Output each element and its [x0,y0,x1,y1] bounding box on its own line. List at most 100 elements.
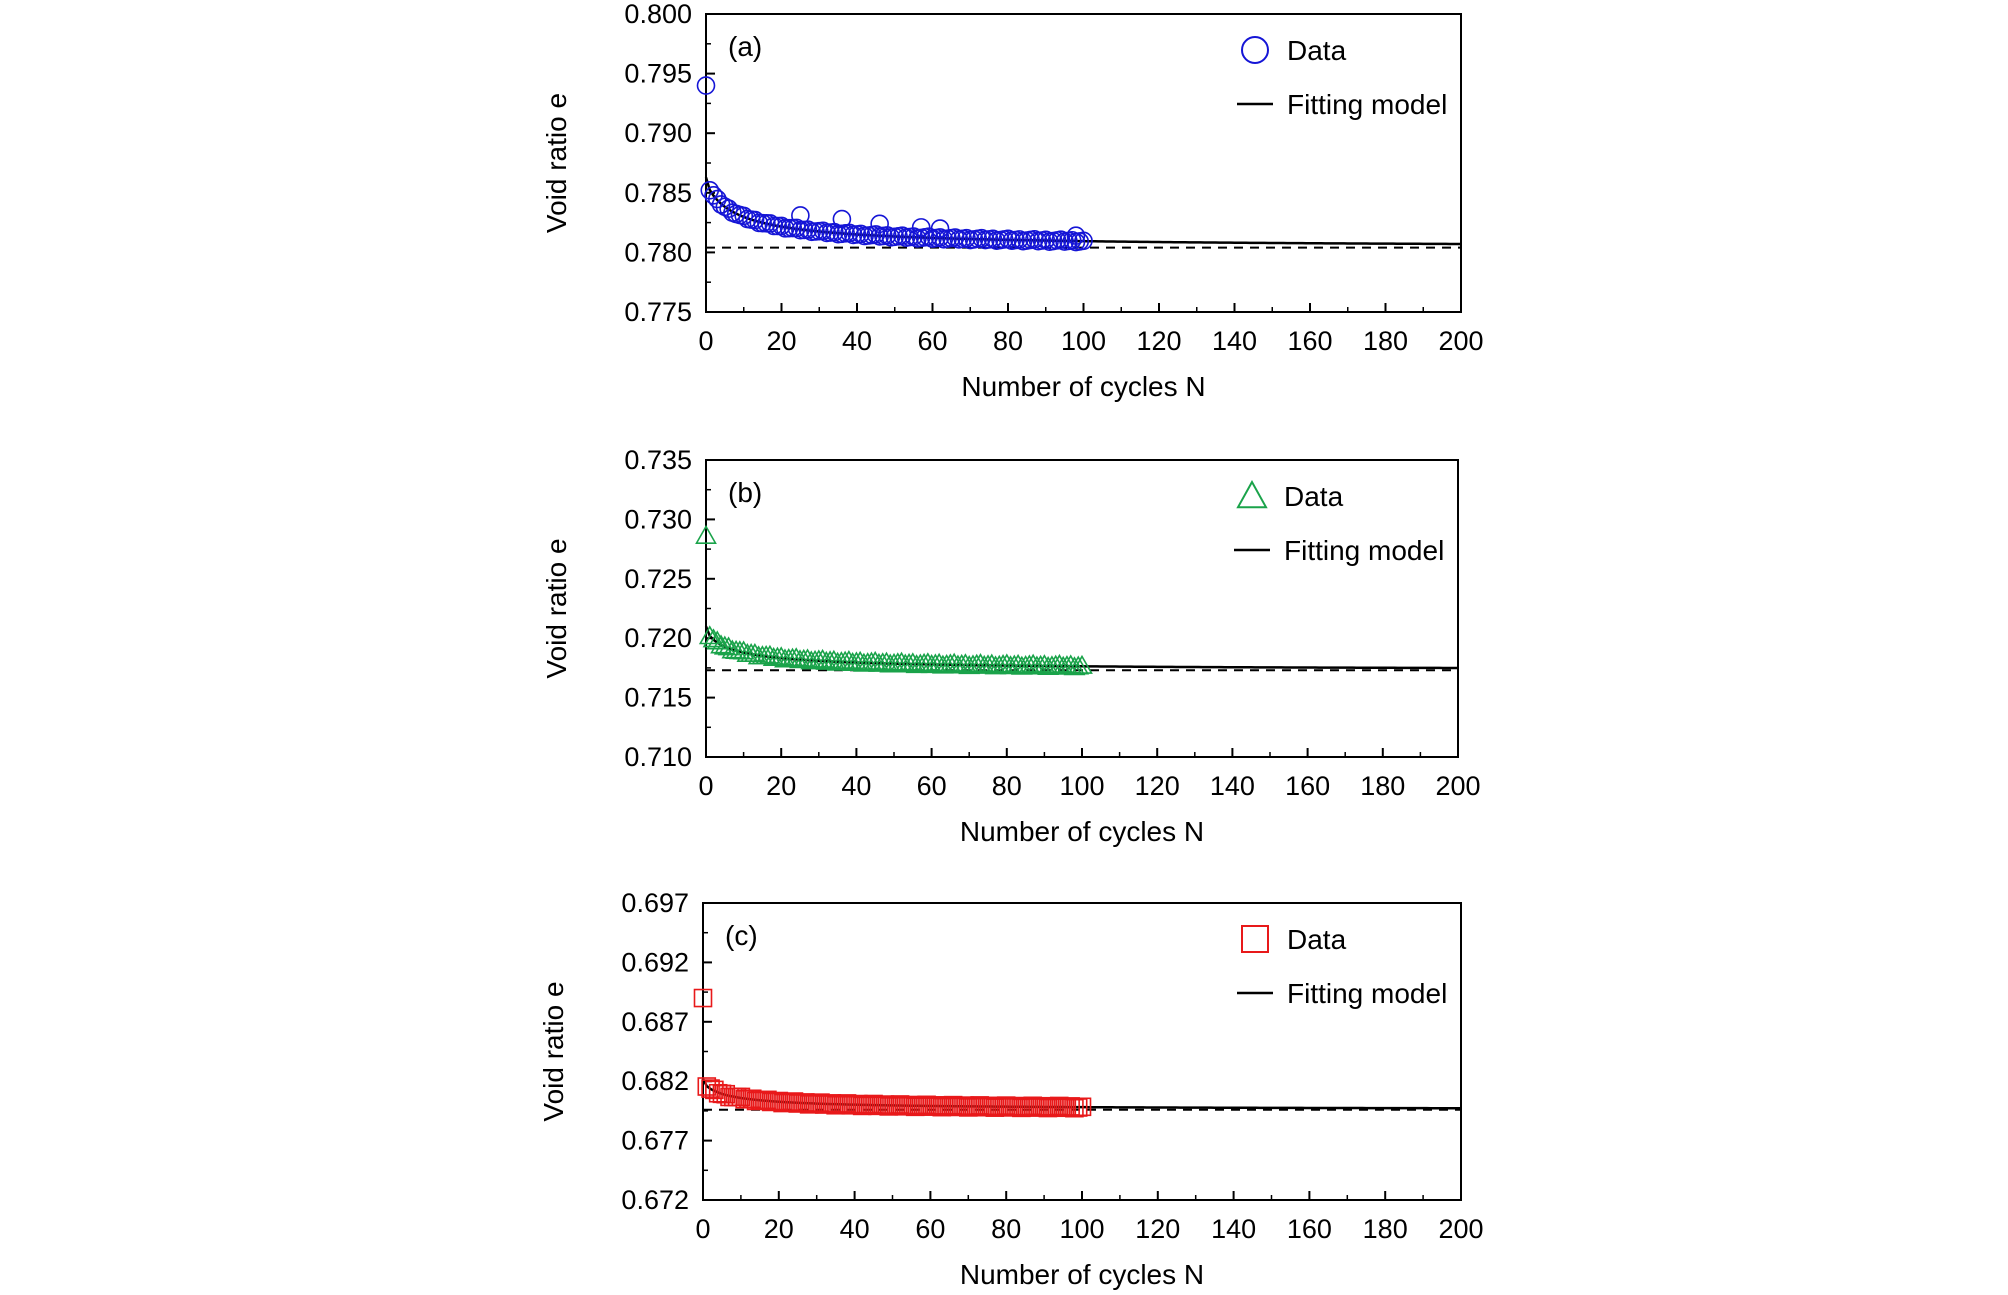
legend-model-label: Fitting model [1287,978,1447,1009]
data-point [875,1095,895,1114]
data-point [970,1096,989,1115]
data-point [851,224,871,244]
data-point [787,218,806,238]
plot-frame [702,902,1462,1201]
data-point [930,219,950,238]
y-tick-label: 0.730 [624,504,692,534]
y-tick-label: 0.785 [624,178,692,208]
y-axis-label: Void ratio e [541,538,572,678]
x-axis-label: Number of cycles N [960,1259,1204,1290]
data-point [696,76,716,95]
legend-data-label: Data [1284,481,1344,512]
data-point [706,630,729,650]
y-tick-label: 0.715 [624,683,692,713]
y-tick-label: 0.720 [624,623,692,653]
data-point [870,214,889,234]
data-point [943,1095,963,1115]
data-point [1033,654,1056,674]
x-tick-label: 120 [1136,326,1181,356]
data-point [791,206,810,225]
x-tick-label: 200 [1438,1214,1483,1244]
data-point [1036,230,1056,250]
x-axis-label: Number of cycles N [961,371,1205,402]
data-point [811,648,834,668]
data-point [996,1096,1016,1115]
x-tick-label: 60 [915,1214,945,1244]
legend-data-label: Data [1287,924,1347,955]
plot-frame [705,459,1459,758]
data-point [981,1096,1001,1116]
y-tick-label: 0.735 [624,445,692,475]
data-point [796,648,819,668]
x-tick-label: 200 [1435,771,1480,801]
data-point [928,652,950,672]
x-tick-label: 120 [1135,771,1180,801]
data-point [1007,653,1029,673]
data-point [995,653,1018,673]
data-point [969,653,992,673]
data-point [1049,1096,1069,1116]
x-tick-label: 100 [1059,771,1104,801]
x-tick-label: 60 [917,326,947,356]
data-point [954,653,977,673]
legend-model-label: Fitting model [1284,535,1444,566]
data-point [785,647,808,667]
data-point [822,1094,842,1113]
y-tick-label: 0.790 [624,118,692,148]
chart-panel-2: 0 20 40 60 80 100 120 140 160 180 200 0.710 0.715 0.7… [541,445,1481,847]
legend-data-marker [1241,36,1269,64]
x-tick-label: 20 [766,771,796,801]
data-point [901,652,924,672]
x-tick-label: 160 [1287,326,1332,356]
legend: Data Fitting model [1237,924,1447,1009]
data-point [917,1095,936,1115]
data-point [813,221,833,241]
data-point [837,1094,857,1113]
y-tick-label: 0.795 [624,59,692,89]
panel-label: (b) [728,477,762,508]
x-tick-label: 120 [1135,1214,1180,1244]
data-point [772,216,791,236]
x-tick-label: 40 [841,771,871,801]
data-point [716,1084,736,1104]
y-tick-label: 0.687 [621,1007,689,1037]
y-tick-label: 0.780 [624,237,692,267]
x-tick-label: 40 [840,1214,870,1244]
data-point [902,1095,921,1115]
data-point [693,988,713,1008]
data-point [701,1079,720,1098]
panel-label: (c) [725,920,758,951]
x-tick-label: 140 [1210,771,1255,801]
data-point [695,524,717,544]
y-tick-label: 0.725 [624,564,692,594]
data-point [1062,230,1082,250]
data-point [1061,1097,1080,1116]
data-point [957,228,976,248]
data-series [693,988,1092,1118]
data-point [1066,226,1086,246]
y-tick-label: 0.775 [624,297,692,327]
y-tick-label: 0.697 [621,888,689,918]
x-tick-label: 160 [1285,771,1330,801]
x-tick-label: 180 [1363,1214,1408,1244]
data-point [998,229,1018,249]
data-point [1071,654,1093,674]
data-series [695,524,1093,676]
chart-panel-3: 0 20 40 60 80 100 120 140 160 180 200 0.672 0.677 0.6… [538,888,1484,1290]
chart-panel-1: 0 20 40 60 80 100 120 140 160 180 200 0.775 0.780 0.7… [541,0,1484,402]
x-tick-label: 0 [698,326,713,356]
data-point [890,1095,910,1114]
data-point [796,1093,815,1112]
y-tick-label: 0.800 [624,0,692,29]
data-point [849,650,872,670]
data-series [696,76,1093,252]
data-point [892,226,912,246]
x-tick-label: 40 [842,326,872,356]
x-tick-label: 160 [1287,1214,1332,1244]
data-point [1022,653,1044,673]
legend-data-label: Data [1287,35,1347,66]
x-tick-label: 60 [917,771,947,801]
data-point [1048,653,1071,673]
y-axis-label: Void ratio e [538,981,569,1121]
